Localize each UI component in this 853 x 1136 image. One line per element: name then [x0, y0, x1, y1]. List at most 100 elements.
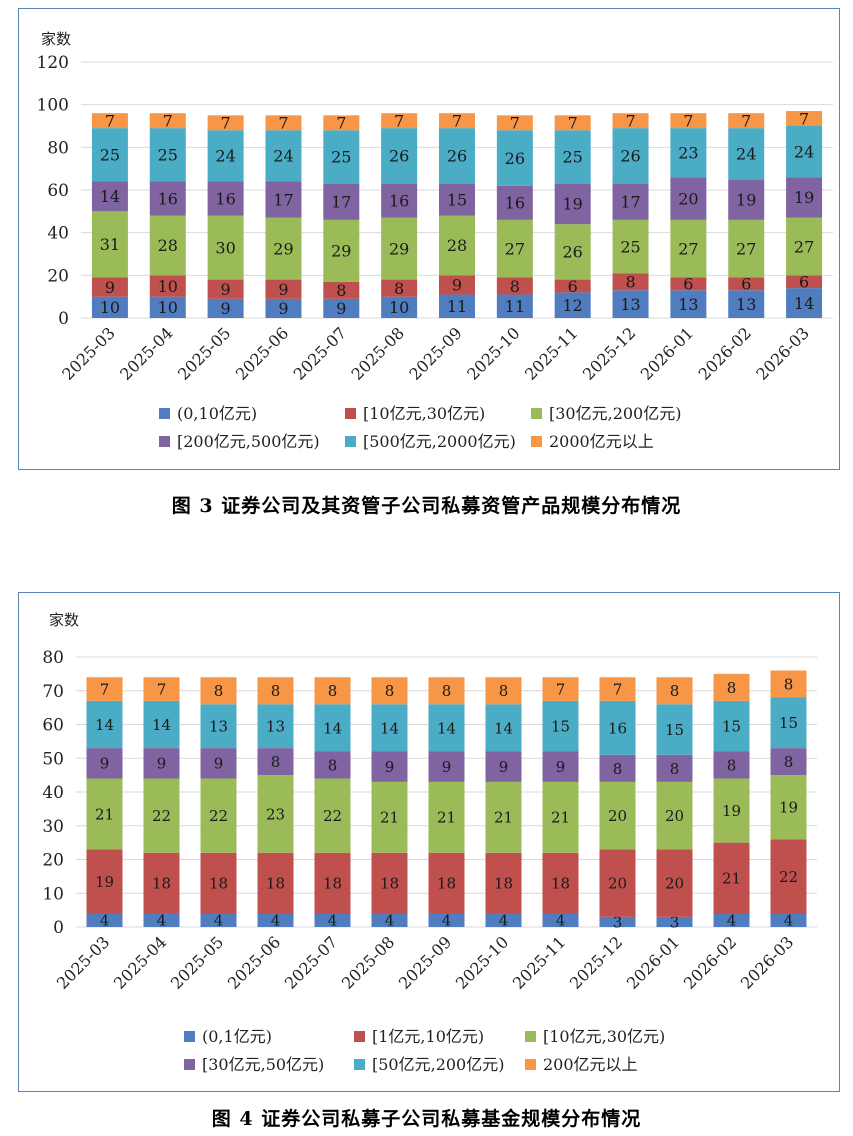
bar-segment	[314, 677, 351, 705]
data-label: 19	[736, 190, 756, 209]
data-label: 28	[158, 236, 178, 255]
legend-label: 200亿元以上	[543, 1055, 638, 1074]
bar-segment	[542, 677, 579, 701]
data-label: 15	[779, 714, 798, 732]
data-label: 9	[221, 299, 231, 318]
data-label: 4	[328, 912, 338, 930]
bar-segment	[91, 296, 128, 318]
data-label: 14	[437, 719, 456, 737]
bar-segment	[143, 778, 180, 853]
data-label: 7	[163, 111, 173, 130]
data-label: 6	[799, 272, 809, 291]
bar-segment	[496, 115, 533, 131]
y-tick-label: 60	[47, 181, 69, 201]
bar-segment	[670, 128, 707, 178]
bar-segment	[612, 113, 649, 129]
bar-segment	[713, 751, 750, 779]
bar-segment	[656, 704, 693, 755]
bar-segment	[542, 700, 579, 752]
data-label: 18	[209, 875, 228, 893]
bar-segment	[656, 781, 693, 850]
bar-segment	[428, 781, 465, 853]
data-label: 9	[214, 755, 224, 773]
data-label: 25	[563, 148, 583, 167]
data-label: 13	[620, 295, 640, 314]
bar-segment	[207, 215, 244, 280]
y-tick-label: 20	[42, 851, 64, 871]
x-tick-label: 2025-12	[579, 323, 639, 383]
bar-segment	[786, 126, 823, 178]
bar-segment	[728, 128, 765, 180]
data-label: 15	[447, 190, 467, 209]
x-tick-label: 2025-10	[463, 323, 523, 383]
data-label: 14	[152, 716, 171, 734]
x-tick-label: 2025-05	[174, 323, 234, 383]
bar-segment	[314, 913, 351, 927]
bar-segment	[143, 852, 180, 914]
bar-segment	[149, 275, 186, 297]
bar-segment	[381, 296, 418, 318]
legend-swatch	[525, 1059, 536, 1070]
data-label: 27	[678, 239, 698, 258]
bar-segment	[200, 704, 237, 749]
bar-segment	[86, 677, 123, 701]
data-label: 24	[794, 142, 814, 161]
bar-segment	[323, 298, 360, 318]
bar-segment	[670, 277, 707, 291]
y-tick-label: 10	[42, 884, 64, 904]
data-label: 20	[608, 807, 627, 825]
data-label: 7	[683, 111, 693, 130]
bar-segment	[542, 913, 579, 927]
data-label: 7	[278, 114, 288, 133]
data-label: 12	[563, 296, 583, 315]
bar-segment	[554, 224, 591, 280]
bar-segment	[143, 700, 180, 749]
data-label: 14	[323, 719, 342, 737]
bar-segment	[265, 279, 302, 299]
bar-segment	[257, 677, 294, 705]
data-label: 17	[273, 190, 293, 209]
bar-segment	[599, 781, 636, 850]
data-label: 16	[608, 719, 627, 737]
figure-4-caption: 图 4 证券公司私募子公司私募基金规模分布情况	[211, 1108, 642, 1130]
bar-segment	[656, 677, 693, 705]
x-tick-label: 2025-05	[167, 932, 227, 992]
data-label: 16	[215, 189, 235, 208]
bar-segment	[485, 913, 522, 927]
bar-segment	[428, 704, 465, 752]
bar-segment	[314, 852, 351, 914]
bar-segment	[612, 128, 649, 184]
data-label: 19	[779, 799, 798, 817]
legend-swatch	[184, 1059, 195, 1070]
data-label: 4	[100, 912, 110, 930]
data-label: 10	[389, 298, 409, 317]
x-tick-label: 2026-03	[752, 323, 812, 383]
bar-segment	[728, 277, 765, 291]
data-label: 8	[328, 682, 338, 700]
data-label: 23	[678, 143, 698, 162]
bar-segment	[485, 751, 522, 782]
data-label: 20	[678, 189, 698, 208]
bar-segment	[670, 290, 707, 318]
legend-label: 2000亿元以上	[549, 432, 654, 451]
bar-segment	[770, 839, 807, 914]
bar-segment	[770, 697, 807, 749]
figure-3-caption: 图 3 证券公司及其资管子公司私募资管产品规模分布情况	[171, 495, 682, 517]
data-label: 25	[331, 148, 351, 167]
bar-segment	[770, 775, 807, 840]
bar-segment	[599, 754, 636, 782]
data-label: 21	[380, 809, 399, 827]
data-label: 7	[394, 111, 404, 130]
legend-label: (0,1亿元)	[202, 1027, 272, 1046]
y-tick-label: 30	[42, 817, 64, 837]
legend-label: (0,10亿元)	[177, 404, 257, 423]
data-label: 10	[158, 298, 178, 317]
data-label: 9	[385, 758, 395, 776]
bar-segment	[656, 754, 693, 782]
data-label: 18	[266, 875, 285, 893]
data-label: 16	[505, 194, 525, 213]
data-label: 10	[100, 298, 120, 317]
bar-segment	[599, 700, 636, 755]
data-label: 7	[568, 114, 578, 133]
data-label: 3	[670, 913, 680, 931]
